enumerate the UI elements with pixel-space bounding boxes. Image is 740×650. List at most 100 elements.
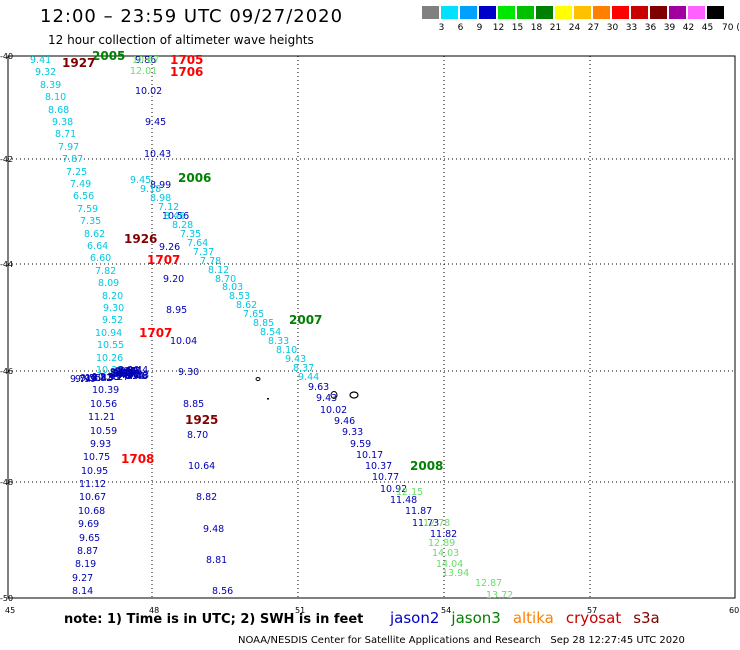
wave-height-value: 9.41 <box>112 368 134 380</box>
wave-height-value: 10.56 <box>90 398 118 410</box>
wave-height-value: 8.62 <box>84 228 106 240</box>
track-time-tag: 1708 <box>121 452 155 466</box>
wave-height-value: 10.02 <box>135 86 163 98</box>
colorbar-swatch <box>498 6 515 19</box>
legend-cryosat: cryosat <box>565 609 622 627</box>
wave-height-value: 10.94 <box>95 327 123 339</box>
colorbar-swatch <box>688 6 705 19</box>
colorbar-swatch <box>669 6 686 19</box>
wave-height-value: 14.03 <box>432 548 460 559</box>
wave-height-value: 13.72 <box>486 590 514 601</box>
wave-height-value: 8.03 <box>222 282 244 294</box>
track-time-tag: 1707 <box>147 253 181 267</box>
wave-height-value: 9.86 <box>135 55 157 66</box>
wave-height-value: 9.33 <box>342 427 364 439</box>
map-border <box>7 55 736 599</box>
wave-height-value: 8.68 <box>48 104 70 116</box>
colorbar-swatch <box>460 6 477 19</box>
wave-height-value: 9.99 <box>75 373 97 385</box>
wave-height-value: 10.68 <box>78 505 106 517</box>
colorbar-label: 15 <box>511 23 524 33</box>
wave-height-value: 8.28 <box>172 219 194 231</box>
wave-height-value: 9.45 <box>130 175 152 186</box>
colorbar-label: 27 <box>587 23 600 33</box>
track-time-tag: 1926 <box>124 232 158 246</box>
wave-height-value: 7.65 <box>243 309 265 321</box>
wave-height-value: 9.30 <box>103 303 125 314</box>
wave-height-value: 10.33 <box>96 365 124 376</box>
wave-height-value: 8.09 <box>98 278 120 290</box>
wave-height-value: 8.16 <box>113 367 135 379</box>
track-time-tag: 1707 <box>139 326 173 340</box>
wave-height-value: 7.12 <box>158 201 180 213</box>
wave-height-value: 8.54 <box>116 369 138 381</box>
wave-height-value: 9.44 <box>298 372 320 383</box>
wave-height-value: 7.82 <box>95 265 117 277</box>
colorbar-label: 18 <box>530 23 543 33</box>
wave-height-value: 7.87 <box>62 154 84 166</box>
wave-height-value: 8.90 <box>124 371 146 383</box>
wave-height-value: 9.48 <box>127 370 149 382</box>
wave-height-value: 9.45 <box>145 117 167 129</box>
wave-height-value: 8.43 <box>92 372 114 384</box>
track-time-tag: 2005 <box>92 49 126 63</box>
wave-height-value: 9.44 <box>127 365 149 377</box>
longitude-label: 45 <box>5 606 16 615</box>
map-subtitle: 12 hour collection of altimeter wave hei… <box>48 33 314 47</box>
colorbar-swatch <box>612 6 629 19</box>
colorbar-label: 36 <box>644 23 657 33</box>
legend-s3a: s3a <box>633 609 660 627</box>
wave-height-value: 10.95 <box>81 465 109 477</box>
wave-height-value: 8.95 <box>100 372 122 384</box>
wave-height-value: 8.71 <box>55 129 77 141</box>
track-time-tag: 2006 <box>178 171 212 185</box>
wave-height-value: 8.10 <box>276 345 298 357</box>
wave-height-value: 9.33 <box>115 366 137 378</box>
wave-height-value: 12.78 <box>423 518 451 529</box>
wave-height-value: 8.46 <box>118 365 140 376</box>
wave-height-value: 10.02 <box>320 404 348 416</box>
map-title: 12:00 – 23:59 UTC 09/27/2020 <box>40 6 344 27</box>
wave-height-value: 8.20 <box>102 290 124 302</box>
wave-height-value: 9.38 <box>110 366 132 378</box>
wave-height-value: 10.56 <box>162 211 190 223</box>
wave-height-value: 8.70 <box>187 429 209 441</box>
wave-height-value: 9.52 <box>102 315 124 327</box>
track-time-tag: 1927 <box>62 56 96 70</box>
wave-height-value: 9.63 <box>308 382 330 393</box>
wave-height-value: 8.33 <box>268 336 290 348</box>
wave-height-value: 7.49 <box>70 179 92 190</box>
wave-height-value: 8.19 <box>75 559 97 571</box>
wave-height-value: 10.32 <box>85 372 113 384</box>
wave-height-value: 8.85 <box>253 318 275 330</box>
wave-height-value: 10.17 <box>356 449 384 461</box>
wave-height-value: 8.95 <box>166 304 188 316</box>
colorbar-label: 9 <box>476 23 483 33</box>
wave-height-value: 8.39 <box>40 79 62 91</box>
wave-height-value: 8.82 <box>110 367 132 379</box>
wave-height-value: 9.20 <box>163 273 185 285</box>
wave-height-value: 9.26 <box>159 242 181 254</box>
wave-height-value: 10.67 <box>79 492 107 504</box>
wave-height-value: 12.15 <box>396 487 424 498</box>
units-note: note: 1) Time is in UTC; 2) SWH is in fe… <box>64 612 364 627</box>
longitude-label: 48 <box>149 606 160 615</box>
wave-height-value: 9.20 <box>113 368 135 380</box>
wave-height-value: 8.62 <box>236 300 258 312</box>
colorbar-swatch <box>422 6 439 19</box>
wave-height-value: 8.56 <box>212 586 234 597</box>
wave-height-value: 8.12 <box>208 264 230 276</box>
wave-height-value: 6.64 <box>87 241 109 252</box>
colorbar-swatch <box>555 6 572 19</box>
wave-height-value: 10.39 <box>92 385 120 397</box>
island-marks <box>255 377 359 400</box>
longitude-label: 54 <box>441 606 452 615</box>
longitude-label: 51 <box>295 606 306 615</box>
satellite-legend: jason2 jason3 altika cryosat s3a <box>390 609 672 627</box>
wave-height-value: 7.91 <box>118 370 140 382</box>
wave-height-value: 10.38 <box>92 372 120 383</box>
wave-height-value: 9.27 <box>72 572 94 584</box>
colorbar-swatch <box>536 6 553 19</box>
latitude-label: -42 <box>0 155 14 164</box>
